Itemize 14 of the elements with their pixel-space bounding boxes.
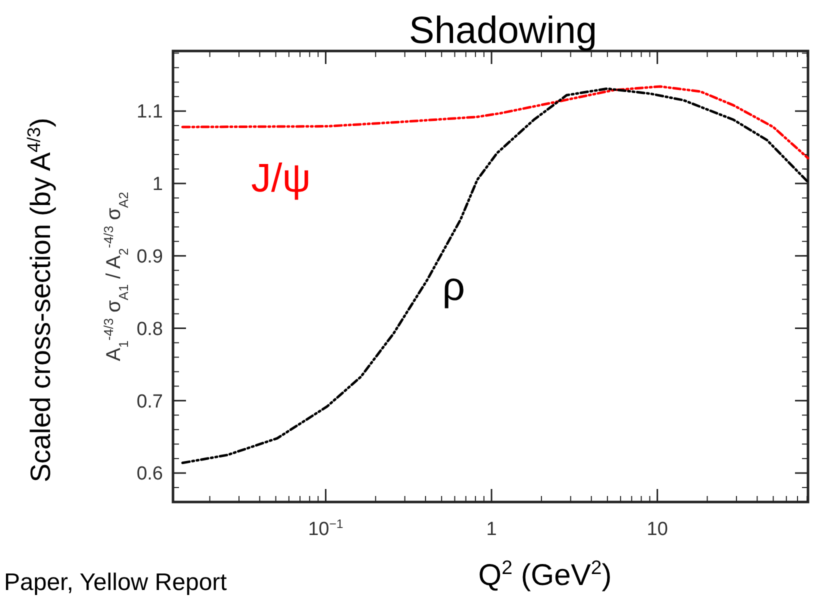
text: Paper, Yellow Report xyxy=(4,569,228,596)
y-tick-label: 1.1 xyxy=(136,102,163,123)
y-tick-label: 0.8 xyxy=(136,318,163,340)
y-tick-label: 1 xyxy=(152,174,163,196)
x-tick-label: 10 xyxy=(646,519,668,540)
y-tick-label: 0.9 xyxy=(136,246,163,268)
x-tick-label: 1 xyxy=(486,519,497,540)
y-tick-label: 0.7 xyxy=(136,391,163,412)
series-label: J/ψ xyxy=(251,156,311,200)
chart-title: Shadowing xyxy=(408,10,598,52)
y-tick-label: 0.6 xyxy=(136,464,163,485)
x-axis-title: Q$^{2}$ (GeV$^{2}$) xyxy=(478,557,612,592)
x-tick-label: 10$^{−1}$ xyxy=(308,517,344,540)
series-label: ρ xyxy=(442,264,466,309)
